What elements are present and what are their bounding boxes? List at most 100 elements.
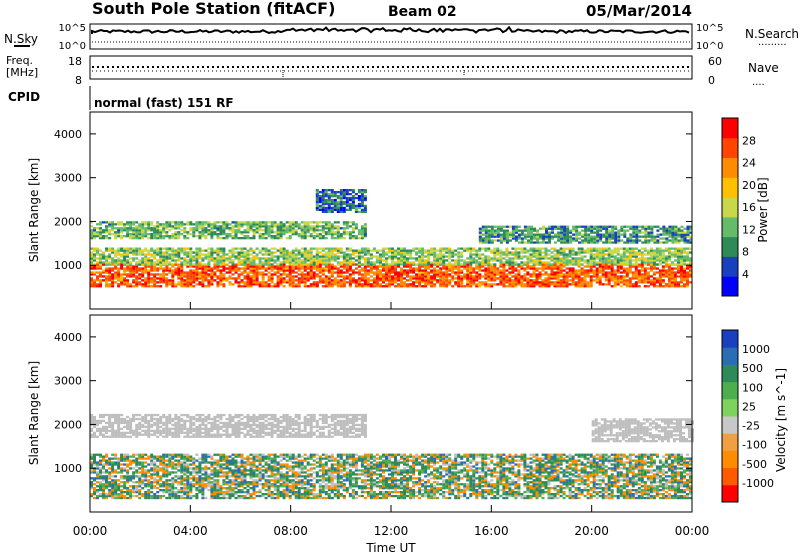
- power-cell: [481, 263, 485, 266]
- power-cell: [442, 279, 446, 282]
- power-cell: [354, 193, 358, 196]
- power-cell: [141, 279, 145, 282]
- power-cell: [162, 261, 166, 264]
- power-cell: [560, 227, 564, 230]
- velocity-cell: [117, 463, 121, 466]
- power-cell: [342, 206, 346, 210]
- power-cell: [391, 249, 394, 252]
- power-cell: [243, 257, 247, 260]
- power-cell: [108, 271, 112, 274]
- power-cell: [135, 281, 139, 284]
- power-cell: [294, 285, 298, 288]
- power-cell: [105, 277, 108, 280]
- velocity-cell: [126, 479, 130, 482]
- power-cell: [493, 235, 497, 238]
- power-cell: [643, 259, 647, 262]
- power-cell: [231, 265, 235, 268]
- power-cell: [120, 221, 124, 224]
- power-cell: [556, 277, 560, 280]
- power-cell: [222, 225, 226, 228]
- power-cell: [508, 271, 512, 274]
- power-cell: [655, 281, 659, 284]
- power-cell: [574, 277, 578, 280]
- power-cell: [231, 283, 235, 286]
- power-cell: [372, 267, 376, 270]
- power-cell: [114, 267, 118, 270]
- power-cell: [153, 255, 157, 258]
- power-cell: [108, 249, 112, 252]
- power-cell: [647, 227, 651, 230]
- power-cell: [634, 269, 638, 272]
- power-cell: [183, 257, 187, 260]
- power-cell: [156, 253, 160, 256]
- velocity-cell: [132, 461, 136, 464]
- power-cell: [644, 233, 648, 236]
- power-cell: [126, 285, 130, 288]
- power-cell: [650, 231, 654, 234]
- power-cell: [571, 247, 575, 250]
- power-cell: [171, 259, 175, 262]
- velocity-cell: [153, 479, 157, 482]
- power-cell: [658, 281, 662, 284]
- power-cell: [433, 285, 437, 288]
- power-cell: [216, 269, 220, 272]
- power-cell: [418, 269, 422, 272]
- power-cell: [442, 267, 446, 270]
- power-cell: [111, 229, 115, 232]
- power-cell: [294, 279, 298, 282]
- power-cell: [478, 265, 482, 268]
- power-cell: [309, 251, 313, 254]
- power-cell: [90, 279, 93, 282]
- power-cell: [385, 273, 388, 276]
- power-cell: [252, 263, 256, 266]
- velocity-cell: [99, 483, 102, 486]
- power-cell: [123, 267, 127, 270]
- power-cell: [372, 285, 376, 288]
- power-cell: [572, 237, 576, 240]
- power-cell: [291, 253, 295, 256]
- power-cell: [300, 273, 304, 276]
- power-cell: [686, 231, 690, 234]
- power-cell: [324, 189, 328, 192]
- power-cell: [159, 247, 163, 250]
- power-cell: [457, 267, 461, 270]
- power-cell: [457, 259, 461, 262]
- power-cell: [297, 253, 301, 256]
- power-cell: [297, 283, 301, 286]
- power-cell: [457, 261, 461, 264]
- velocity-cell: [120, 489, 124, 492]
- power-cell: [683, 237, 687, 240]
- power-cell: [162, 275, 166, 278]
- power-cell: [150, 285, 154, 288]
- power-cell: [360, 285, 364, 288]
- power-cell: [339, 261, 343, 264]
- power-cell: [93, 271, 96, 274]
- power-cell: [442, 249, 446, 252]
- velocity-cell: [96, 491, 99, 494]
- power-cell: [288, 269, 292, 272]
- power-cell: [285, 225, 289, 228]
- power-cell: [550, 281, 554, 284]
- power-cell: [653, 239, 657, 242]
- power-cell: [430, 269, 434, 272]
- power-cell: [574, 275, 578, 278]
- power-cell: [363, 198, 367, 202]
- power-cell: [689, 239, 693, 242]
- power-cell: [406, 269, 409, 272]
- power-cell: [673, 277, 677, 280]
- power-cell: [255, 257, 259, 260]
- power-cell: [198, 231, 202, 234]
- power-cell: [108, 273, 112, 276]
- power-cell: [619, 285, 623, 288]
- power-cell: [348, 208, 352, 211]
- power-cell: [622, 255, 626, 258]
- power-cell: [90, 261, 93, 264]
- power-cell: [303, 273, 307, 276]
- power-cell: [162, 231, 166, 234]
- power-cell: [544, 273, 548, 276]
- velocity-cell: [111, 453, 115, 456]
- power-cell: [589, 277, 593, 280]
- power-cell: [683, 271, 686, 274]
- power-cell: [640, 275, 644, 278]
- power-cell: [379, 263, 382, 266]
